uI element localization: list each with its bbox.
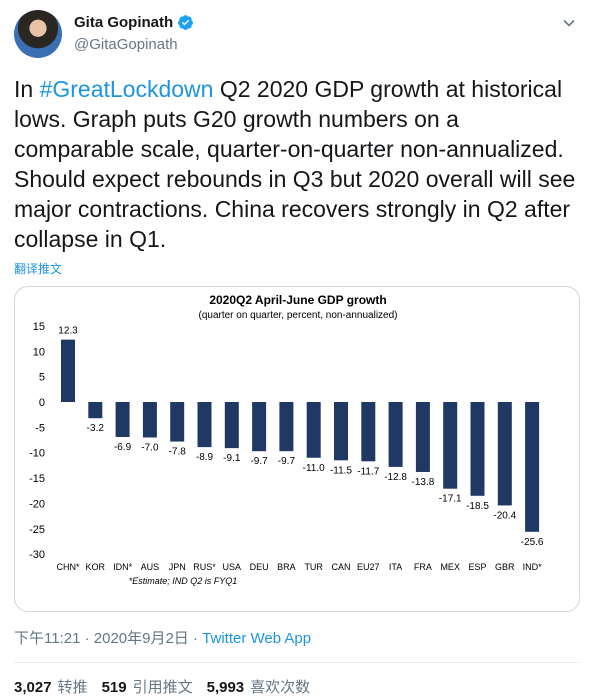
verified-badge-icon: [178, 15, 194, 30]
stat-label: 引用推文: [132, 679, 193, 696]
x-tick-label: RUS*: [193, 562, 216, 572]
tweet-text-segment: In: [14, 76, 40, 102]
chart-title: 2020Q2 April-June GDP growth: [209, 293, 386, 307]
data-label: -7.0: [141, 442, 159, 453]
x-tick-label: MEX: [440, 562, 460, 572]
tweet-source-link[interactable]: Twitter Web App: [202, 630, 312, 647]
bar: [88, 402, 103, 419]
bar: [525, 402, 540, 532]
stat-count: 5,993: [206, 679, 245, 696]
bar: [252, 402, 267, 452]
x-tick-label: KOR: [86, 562, 106, 572]
data-label: -8.9: [196, 452, 214, 463]
data-label: -7.8: [169, 447, 187, 458]
bar: [334, 402, 348, 461]
author-display-name[interactable]: Gita Gopinath: [74, 14, 174, 31]
tweet-stats: 3,027 转推 519 引用推文 5,993 喜欢次数: [14, 676, 310, 697]
x-tick-label: EU27: [357, 562, 380, 572]
x-tick-label: JPN: [169, 562, 186, 572]
stat-item[interactable]: 5,993 喜欢次数: [207, 676, 311, 697]
data-label: -6.9: [114, 442, 132, 453]
y-tick-label: -15: [29, 473, 45, 485]
data-label: -25.6: [521, 537, 544, 548]
y-tick-label: 15: [33, 321, 45, 333]
tweet-text-segment: Q2 2020 GDP growth at historical lows. G…: [14, 76, 576, 252]
data-label: -13.8: [412, 477, 435, 488]
chart-subtitle: (quarter on quarter, percent, non-annual…: [198, 310, 397, 321]
y-tick-label: 5: [39, 372, 45, 384]
bar: [415, 402, 430, 472]
stat-count: 519: [101, 679, 127, 696]
x-tick-label: TUR: [304, 562, 323, 572]
translate-tweet-link[interactable]: 翻译推文: [14, 262, 63, 276]
chart-image-card[interactable]: 2020Q2 April-June GDP growth (quarter on…: [14, 286, 580, 612]
bar: [443, 402, 458, 489]
x-tick-label: IDN*: [113, 562, 132, 572]
divider: [14, 662, 580, 663]
x-tick-label: FRA: [414, 562, 432, 572]
data-label: -11.0: [303, 463, 325, 474]
y-tick-label: -20: [29, 498, 45, 510]
x-tick-label: CHN*: [56, 562, 79, 572]
bar: [197, 402, 212, 448]
y-tick-label: -5: [35, 422, 45, 434]
x-tick-label: USA: [223, 562, 242, 572]
bar: [306, 402, 321, 458]
x-tick-label: AUS: [141, 562, 160, 572]
x-tick-label: ESP: [468, 562, 486, 572]
bar: [170, 402, 185, 442]
stat-label: 喜欢次数: [250, 679, 311, 696]
x-tick-label: GBR: [495, 562, 515, 572]
data-label: -12.8: [384, 472, 407, 483]
x-tick-label: CAN: [331, 562, 350, 572]
stat-count: 3,027: [14, 679, 52, 696]
x-tick-label: ITA: [389, 562, 402, 572]
stat-item[interactable]: 519 引用推文: [102, 676, 193, 697]
tweet-timestamp[interactable]: 下午11:21 · 2020年9月2日: [14, 630, 189, 647]
bar: [361, 402, 376, 462]
data-label: -9.7: [250, 456, 268, 467]
data-label: -20.4: [493, 510, 516, 521]
tweet-text: In #GreatLockdown Q2 2020 GDP growth at …: [14, 74, 580, 254]
data-label: -11.7: [357, 466, 379, 477]
bar: [470, 402, 485, 496]
y-tick-label: 10: [33, 346, 45, 358]
stat-item[interactable]: 3,027 转推: [14, 676, 88, 697]
data-label: -18.5: [466, 501, 489, 512]
x-tick-label: DEU: [250, 562, 269, 572]
y-tick-label: -10: [29, 448, 45, 460]
data-label: 12.3: [58, 326, 78, 337]
bar: [142, 402, 157, 438]
x-tick-label: IND*: [523, 562, 542, 572]
gdp-bar-chart: 2020Q2 April-June GDP growth (quarter on…: [29, 293, 544, 586]
data-label: -11.5: [330, 465, 352, 476]
bar: [388, 402, 403, 467]
bar: [497, 402, 512, 506]
y-tick-label: -30: [29, 549, 45, 561]
meta-separator: ·: [188, 630, 203, 647]
x-tick-label: BRA: [277, 562, 296, 572]
y-tick-label: -25: [29, 524, 45, 536]
bar: [279, 402, 294, 452]
avatar[interactable]: [14, 10, 62, 58]
bar: [224, 402, 239, 449]
chart-note: *Estimate; IND Q2 is FYQ1: [129, 576, 238, 586]
chevron-down-icon[interactable]: [562, 16, 576, 30]
bar: [115, 402, 130, 437]
data-label: -9.1: [223, 453, 241, 464]
data-label: -3.2: [87, 423, 105, 434]
author-name-row[interactable]: Gita Gopinath: [74, 14, 194, 31]
hashtag-link[interactable]: #GreatLockdown: [39, 76, 214, 102]
y-tick-label: 0: [39, 397, 45, 409]
bar: [61, 339, 75, 402]
author-handle[interactable]: @GitaGopinath: [74, 36, 178, 53]
tweet-meta: 下午11:21 · 2020年9月2日 · Twitter Web App: [14, 627, 311, 648]
stat-label: 转推: [57, 679, 88, 696]
data-label: -17.1: [439, 494, 462, 505]
data-label: -9.7: [278, 456, 296, 467]
